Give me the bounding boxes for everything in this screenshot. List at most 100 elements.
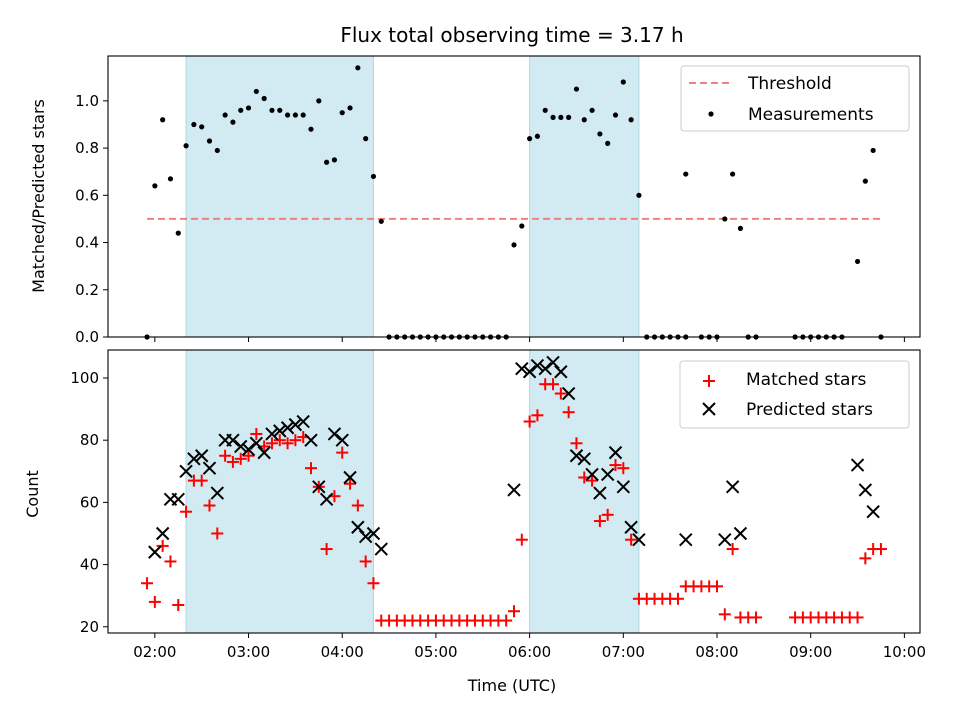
bottom-ytick-label-4: 80 <box>80 431 99 449</box>
bottom-series-1-point-79 <box>750 611 763 624</box>
top-ytick-label-5: 0.8 <box>75 139 99 157</box>
xtick-label-7: 08:00 <box>695 643 738 661</box>
bottom-series-1-point-50 <box>523 415 536 428</box>
top-ytick-label-1: 0.0 <box>75 328 99 346</box>
bottom-legend-box <box>679 360 910 429</box>
bottom-series-2-point-8 <box>202 461 217 475</box>
bottom-series-2-point-26 <box>343 470 357 485</box>
top-series-1-point-18 <box>277 107 283 113</box>
xtick-label-1: 02:00 <box>133 643 176 661</box>
bottom-series-1-point-13 <box>234 452 247 465</box>
bottom-series-2-point-17 <box>273 424 287 438</box>
bottom-series-2-point-41 <box>585 467 599 482</box>
top-panel: 0.0 0.2 0.4 0.6 0.8 1.0 <box>75 55 921 346</box>
top-series-1-point-5 <box>175 230 181 236</box>
bottom-series-1-point-28 <box>351 499 364 512</box>
top-ytick-label-6: 1.0 <box>75 92 99 110</box>
bottom-series-2-point-1 <box>148 545 162 559</box>
bottom-series-2-point-37 <box>554 365 568 379</box>
bottom-series-1-point-29 <box>359 555 372 568</box>
bottom-series-1-point-5 <box>172 599 185 612</box>
top-observing-band-2 <box>529 55 640 338</box>
bottom-series-2-point-28 <box>358 529 373 544</box>
bottom-panel: 20 40 60 80 100 02:00 03:00 04:00 05:00 06:00 07:0… <box>70 349 926 661</box>
top-series-1-point-21 <box>300 112 306 118</box>
top-series-1-point-58 <box>589 107 595 113</box>
bottom-series-1-point-15 <box>250 427 263 440</box>
bottom-series-1-point-89 <box>859 552 872 565</box>
xtick-label-4: 05:00 <box>414 643 457 661</box>
bottom-series-2-point-47 <box>632 532 646 547</box>
bottom-series-1-point-10 <box>211 527 224 540</box>
bottom-series-1-point-26 <box>336 446 349 459</box>
top-series-1-point-49 <box>519 223 525 229</box>
bottom-series-2-point-29 <box>366 526 381 541</box>
bottom-series-1-point-58 <box>586 474 599 487</box>
top-series-1-point-22 <box>308 126 314 132</box>
bottom-series-1-point-74 <box>711 580 723 593</box>
legend-matched-swatch <box>703 375 715 387</box>
bottom-series-2-point-46 <box>624 520 638 534</box>
bottom-series-2-point-24 <box>327 427 342 441</box>
bottom-ytick-label-3: 60 <box>80 493 99 511</box>
bottom-series-2-point-11 <box>226 433 240 447</box>
top-series-1-point-75 <box>722 216 728 222</box>
top-series-1-point-62 <box>620 79 626 85</box>
bottom-series-1-point-63 <box>625 533 638 546</box>
bottom-axes-frame <box>107 349 921 634</box>
top-series-1-point-71 <box>683 171 689 177</box>
top-series-1-point-53 <box>550 114 556 120</box>
top-series-1-point-88 <box>862 178 868 184</box>
top-series-1-point-54 <box>558 114 564 120</box>
top-series-1-point-31 <box>378 218 384 224</box>
bottom-series-2-point-9 <box>210 486 225 500</box>
top-series-1-point-76 <box>730 171 736 177</box>
bottom-legend: Matched stars Predicted stars <box>679 360 910 429</box>
top-series-1-point-6 <box>183 143 189 149</box>
bottom-ytick-label-5: 100 <box>70 369 99 387</box>
bottom-series-1-point-20 <box>289 434 302 447</box>
top-series-1-point-51 <box>534 133 541 139</box>
top-series-1-point-77 <box>737 225 744 231</box>
top-series-1-point-19 <box>284 112 291 118</box>
legend-matched-label: Matched stars <box>746 370 866 390</box>
top-legend-box <box>680 65 910 132</box>
chart-title: Flux total observing time = 3.17 h <box>340 23 683 47</box>
xtick-label-9: 10:00 <box>883 643 926 661</box>
top-series-1-point-27 <box>347 105 353 111</box>
top-legend: Threshold Measurements <box>680 65 910 132</box>
xtick-label-3: 04:00 <box>321 643 364 661</box>
bottom-series-1-point-24 <box>320 543 333 556</box>
bottom-series-1-point-6 <box>180 505 193 518</box>
bottom-series-2-point-16 <box>265 427 279 441</box>
top-series-1-point-4 <box>167 176 174 182</box>
top-series-1-point-56 <box>573 86 580 92</box>
bottom-series-1-point-12 <box>226 455 239 468</box>
legend-predicted-label: Predicted stars <box>746 400 873 420</box>
top-series-1-point-55 <box>566 114 572 120</box>
bottom-series-2-point-7 <box>194 449 209 463</box>
bottom-series-2-point-44 <box>608 445 623 460</box>
top-series-1-point-16 <box>261 95 267 102</box>
bottom-series-1-point-61 <box>609 459 622 472</box>
bottom-series-2-point-34 <box>530 358 545 373</box>
bottom-series-1-point-30 <box>367 577 380 590</box>
top-series-1-point-57 <box>581 117 587 123</box>
legend-measurement-label: Measurements <box>748 105 874 125</box>
bottom-series-1-point-18 <box>273 434 286 447</box>
bottom-series-1-point-55 <box>562 406 575 419</box>
top-series-1-point-89 <box>870 147 876 154</box>
bottom-series-2-point-51 <box>733 526 748 541</box>
top-series-1-point-30 <box>370 173 377 180</box>
bottom-series-2-point-13 <box>241 442 256 457</box>
top-series-1-point-17 <box>269 107 275 113</box>
bottom-series-1-point-91 <box>874 543 887 556</box>
legend-predicted-swatch <box>702 402 716 416</box>
bottom-series-2-point-6 <box>187 452 201 466</box>
top-series-1-point-12 <box>230 119 236 125</box>
top-series-1-point-50 <box>527 136 533 142</box>
bottom-series-1-point-59 <box>593 515 606 528</box>
bottom-series-2-point-52 <box>850 458 865 472</box>
bottom-series-2-point-53 <box>858 483 873 497</box>
